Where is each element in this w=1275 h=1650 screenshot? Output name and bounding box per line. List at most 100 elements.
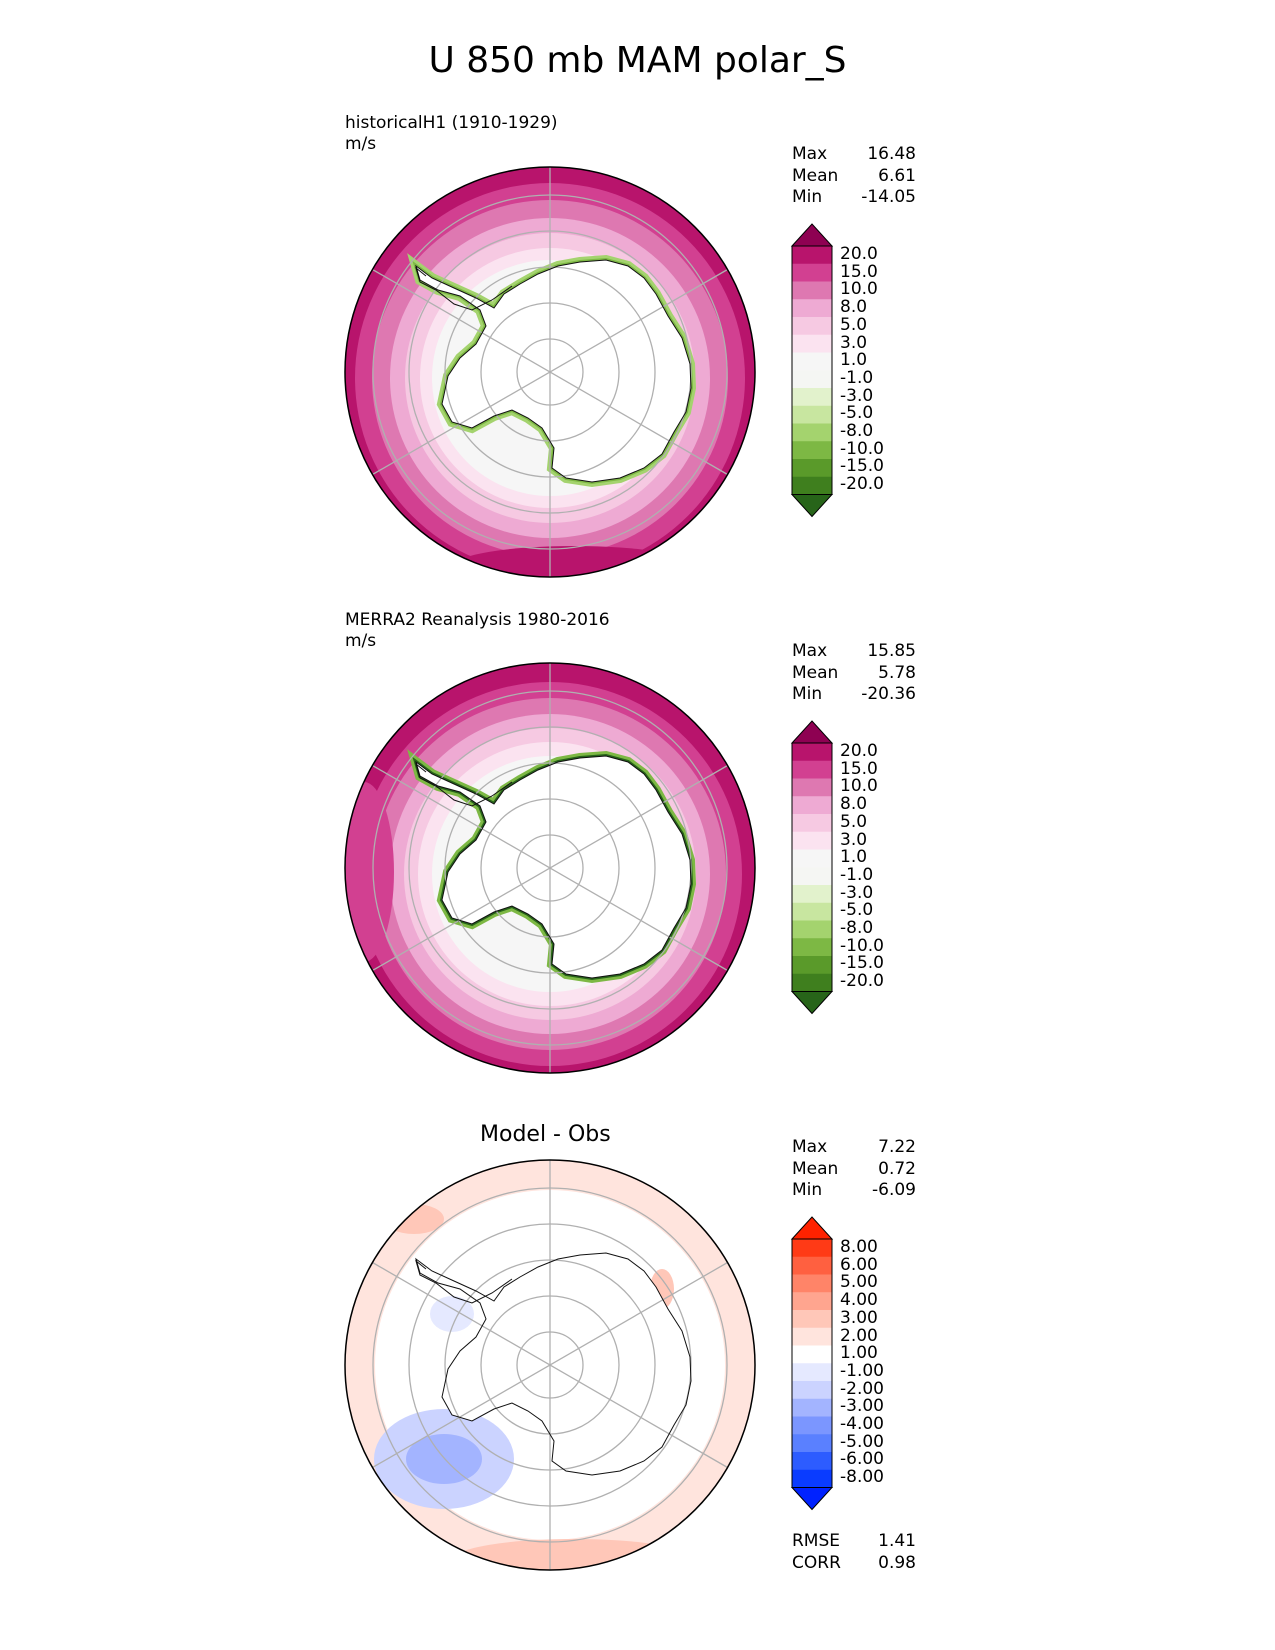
cb-label: 1.0 xyxy=(840,350,868,371)
cb-label: -5.0 xyxy=(840,403,874,424)
colorbar-segment xyxy=(792,334,832,353)
cb-label: -20.0 xyxy=(840,474,884,495)
mean-value: 6.61 xyxy=(878,165,916,186)
meridian-line xyxy=(372,268,728,476)
max-label: Max xyxy=(792,1137,828,1157)
main-title: U 850 mb MAM polar_S xyxy=(428,40,847,81)
max-value: 15.85 xyxy=(867,641,916,661)
colorbar-segment xyxy=(792,1469,832,1488)
colorbar-segment xyxy=(792,1434,832,1453)
colorbar-min-arrow xyxy=(790,1487,834,1511)
panel-2-title-line1: MERRA2 Reanalysis 1980-2016 xyxy=(345,610,610,630)
cb-label: -1.00 xyxy=(840,1360,884,1381)
max-value: 16.48 xyxy=(867,144,916,164)
colorbar-segment xyxy=(792,441,832,460)
cb-label: 8.00 xyxy=(840,1237,878,1257)
cb-label: -8.0 xyxy=(840,918,874,939)
cb-label: 3.00 xyxy=(840,1307,878,1328)
cb-label: -4.00 xyxy=(840,1414,884,1435)
cb-label: 10.0 xyxy=(840,776,878,797)
colorbar-segment xyxy=(792,1452,832,1471)
cb-label: -5.0 xyxy=(840,900,874,921)
colorbar-segment xyxy=(792,476,832,495)
cb-label: 1.0 xyxy=(840,847,868,868)
cb-label: 8.0 xyxy=(840,297,868,318)
rmse-value: 1.41 xyxy=(878,1531,916,1551)
cb-label: -15.0 xyxy=(840,953,884,974)
colorbar-segment xyxy=(792,281,832,300)
colorbar-segment xyxy=(792,263,832,282)
corr-label: CORR xyxy=(792,1552,841,1573)
cb-label: 5.00 xyxy=(840,1272,878,1293)
cb-label: -1.0 xyxy=(840,864,874,885)
colorbar-labels-panel-2: 20.0 15.0 10.0 8.0 5.0 3.0 1.0 -1.0 -3.0… xyxy=(840,741,884,992)
colorbar-labels-panel-3: 8.00 6.00 5.00 4.00 3.00 2.00 1.00 -1.00… xyxy=(840,1237,884,1487)
positive-anomaly xyxy=(384,1204,444,1234)
cb-label: -10.0 xyxy=(840,438,884,459)
map-panel-3 xyxy=(344,1159,756,1571)
colorbar-segment xyxy=(792,1381,832,1400)
peninsula-coastline xyxy=(415,1259,513,1304)
stats-panel-2: Max 15.85 Mean 5.78 Min -20.36 xyxy=(792,641,916,706)
antarctica-land xyxy=(416,260,691,482)
colorbar-segment xyxy=(792,405,832,424)
cb-label: 20.0 xyxy=(840,741,878,761)
colorbar-frame xyxy=(791,1238,833,1488)
mean-label: Mean xyxy=(792,662,839,683)
colorbar-panel-1 xyxy=(790,223,834,518)
colorbar-segment xyxy=(792,1274,832,1293)
max-label: Max xyxy=(792,641,828,661)
colorbar-segment xyxy=(792,902,832,921)
cb-label: 3.0 xyxy=(840,332,868,353)
stats-panel-1: Max 16.48 Mean 6.61 Min -14.05 xyxy=(792,144,916,209)
colorbar-segment xyxy=(792,1310,832,1329)
corr-value: 0.98 xyxy=(878,1552,916,1573)
map-boundary xyxy=(344,1159,756,1571)
colorbar-segment xyxy=(792,1292,832,1311)
cb-label: 15.0 xyxy=(840,758,878,779)
antarctica-land xyxy=(416,756,691,978)
colorbar-segment xyxy=(792,973,832,992)
coastline xyxy=(415,755,692,979)
cb-label: 1.00 xyxy=(840,1343,878,1364)
cb-label: 5.0 xyxy=(840,314,868,335)
error-stats: RMSE 1.41 CORR 0.98 xyxy=(792,1531,916,1574)
max-label: Max xyxy=(792,144,828,164)
colorbar-max-arrow xyxy=(790,720,834,744)
mean-value: 5.78 xyxy=(878,662,916,683)
rmse-label: RMSE xyxy=(792,1531,841,1551)
cb-label: 5.0 xyxy=(840,811,868,832)
map-boundary xyxy=(344,166,756,578)
colorbar-panel-2 xyxy=(790,720,834,1015)
meridian-line xyxy=(372,1261,728,1469)
colorbar-segment xyxy=(792,1239,832,1258)
peninsula-coastline xyxy=(415,762,513,807)
cb-label: 2.00 xyxy=(840,1325,878,1346)
min-label: Min xyxy=(792,1180,823,1200)
colorbar-segment xyxy=(792,814,832,833)
peninsula-coastline xyxy=(415,266,513,311)
colorbar-max-arrow xyxy=(790,1216,834,1240)
colorbar-segment xyxy=(792,1327,832,1346)
cb-label: -3.00 xyxy=(840,1396,884,1417)
cb-label: -20.0 xyxy=(840,971,884,992)
min-label: Min xyxy=(792,187,823,207)
map-panel-1 xyxy=(344,166,756,578)
colorbar-segment xyxy=(792,1398,832,1417)
colorbar-segment xyxy=(792,423,832,442)
cb-label: -1.0 xyxy=(840,367,874,388)
colorbar-frame xyxy=(791,245,833,495)
mean-label: Mean xyxy=(792,1158,839,1179)
colorbar-segment xyxy=(792,388,832,407)
map-boundary xyxy=(344,662,756,1074)
cb-label: 15.0 xyxy=(840,261,878,282)
colorbar-segment xyxy=(792,760,832,779)
max-value: 7.22 xyxy=(878,1137,916,1157)
cb-label: 8.0 xyxy=(840,794,868,815)
colorbar-segment xyxy=(792,867,832,886)
colorbar-segment xyxy=(792,938,832,957)
colorbar-segment xyxy=(792,743,832,762)
mean-label: Mean xyxy=(792,165,839,186)
colorbar-segment xyxy=(792,778,832,797)
mean-value: 0.72 xyxy=(878,1158,916,1179)
